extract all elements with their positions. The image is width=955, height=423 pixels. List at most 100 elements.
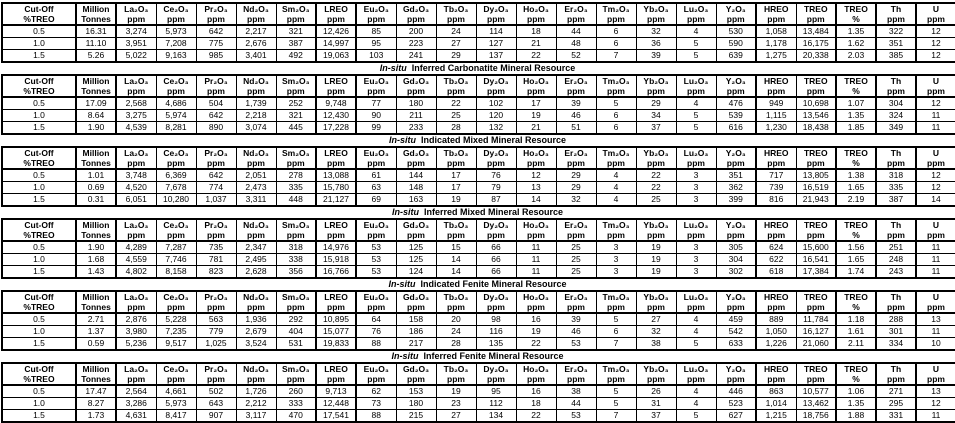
table-cell: 11: [515, 240, 557, 254]
column-header-unit: ppm: [447, 158, 465, 168]
column-header-unit: ppm: [407, 230, 425, 240]
table-cell: 260: [275, 384, 317, 398]
column-header-name: Tb₂O₃: [443, 148, 469, 158]
table-cell: 16,175: [795, 37, 837, 50]
section-title-text: Indicated Mixed Mineral Resource: [420, 135, 567, 145]
table-cell: 5: [675, 37, 717, 50]
column-header-name: Gd₂O₃: [402, 4, 430, 14]
column-header: Gd₂O₃ ppm: [395, 290, 437, 314]
table-cell: 48: [555, 37, 597, 50]
table-cell: 14,997: [315, 37, 357, 50]
table-cell: 19: [435, 193, 477, 207]
table-cell: 19: [515, 109, 557, 122]
table-cell: 34: [635, 109, 677, 122]
table-cell: 1.74: [835, 265, 877, 279]
table-cell: 12: [915, 49, 955, 63]
column-header: TREO ppm: [795, 218, 837, 242]
table-cell: 351: [875, 37, 917, 50]
column-header-unit: ppm: [167, 374, 185, 384]
column-header: Sm₂O₃ ppm: [275, 218, 317, 242]
table-cell: 633: [715, 337, 757, 351]
table-cell: 5,022: [115, 49, 157, 63]
column-header-name: TREO: [803, 4, 828, 14]
column-header-name: Million: [82, 76, 110, 86]
column-header: Tb₂O₃ ppm: [435, 2, 477, 26]
column-header-name: Eu₂O₃: [363, 292, 389, 302]
column-header: Ho₂O₃ ppm: [515, 290, 557, 314]
table-cell: 642: [195, 168, 237, 182]
column-header-name: Pr₂O₃: [204, 76, 228, 86]
table-cell: 6,369: [155, 168, 197, 182]
resource-table-1: Cut-Off %TREO Million Tonnes La₂O₃ ppm Ce₂O₃ pp…: [1, 74, 955, 135]
table-cell: 66: [475, 265, 517, 279]
table-cell: 28: [435, 337, 477, 351]
table-cell: 29: [435, 49, 477, 63]
table-cell: 333: [275, 397, 317, 410]
column-header: Ho₂O₃ ppm: [515, 2, 557, 26]
table-cell: 1,215: [755, 409, 797, 423]
table-cell: 64: [355, 312, 397, 326]
column-header-unit: ppm: [487, 230, 505, 240]
table-cell: 3,311: [235, 193, 277, 207]
table-cell: 334: [875, 337, 917, 351]
table-cell: 890: [195, 121, 237, 135]
table-cell: 11,784: [795, 312, 837, 326]
column-header-unit: ppm: [567, 230, 585, 240]
table-cell: 180: [395, 96, 437, 110]
header-row: Cut-Off %TREO Million Tonnes La₂O₃ ppm Ce₂O₃ pp…: [1, 146, 955, 170]
table-cell: 12: [915, 168, 955, 182]
column-header-unit: ppm: [726, 158, 745, 168]
header-row: Cut-Off %TREO Million Tonnes La₂O₃ ppm Ce₂O₃ pp…: [1, 362, 955, 386]
table-cell: 385: [875, 49, 917, 63]
column-header-unit: ppm: [887, 302, 905, 312]
table-cell: 335: [875, 181, 917, 194]
column-header-unit: ppm: [286, 230, 305, 240]
table-cell: 112: [475, 397, 517, 410]
column-header-unit: ppm: [487, 302, 505, 312]
table-cell: 779: [195, 325, 237, 338]
column-header-unit: ppm: [647, 230, 665, 240]
column-header-unit: ppm: [647, 158, 665, 168]
table-cell: 907: [195, 409, 237, 423]
table-cell: 73: [355, 397, 397, 410]
resource-table-4: Cut-Off %TREO Million Tonnes La₂O₃ ppm Ce₂O₃ pp…: [1, 290, 955, 351]
column-header: Gd₂O₃ ppm: [395, 2, 437, 26]
table-cell: 135: [475, 337, 517, 351]
column-header-name: Dy₂O₃: [483, 364, 509, 374]
column-header-name: Sm₂O₃: [281, 220, 310, 230]
column-header-name: U: [932, 148, 940, 158]
table-cell: 1.35: [835, 397, 877, 410]
table-cell: 504: [195, 96, 237, 110]
table-cell: 12: [915, 24, 955, 38]
table-cell: 25: [555, 240, 597, 254]
column-header-name: Er₂O₃: [564, 76, 588, 86]
table-cell: 642: [195, 109, 237, 122]
column-header: La₂O₃ ppm: [115, 2, 157, 26]
table-cell: 134: [475, 409, 517, 423]
table-cell: 19: [635, 253, 677, 266]
column-header-name: Pr₂O₃: [204, 148, 228, 158]
column-header: Er₂O₃ ppm: [555, 218, 597, 242]
column-header-name: Eu₂O₃: [363, 148, 389, 158]
table-cell: 476: [715, 96, 757, 110]
table-cell: 7,208: [155, 37, 197, 50]
column-header: Eu₂O₃ ppm: [355, 74, 397, 98]
table-cell: 302: [715, 265, 757, 279]
column-header-unit: ppm: [567, 86, 585, 96]
table-cell: 1,275: [755, 49, 797, 63]
table-cell: 5,974: [155, 109, 197, 122]
table-cell: 9,748: [315, 96, 357, 110]
column-header-unit: ppm: [367, 374, 386, 384]
column-header-unit: Tonnes: [81, 302, 111, 312]
table-cell: 8,281: [155, 121, 197, 135]
table-cell: 95: [355, 37, 397, 50]
column-header-name: Gd₂O₃: [402, 148, 430, 158]
column-header-unit: ppm: [167, 158, 185, 168]
table-cell: 7: [595, 409, 637, 423]
column-header: Yb₂O₃ ppm: [635, 218, 677, 242]
table-cell: 5: [595, 384, 637, 398]
column-header-name: Gd₂O₃: [402, 292, 430, 302]
table-row: 1.0 1.37 3,980 7,235 779 2,679 404 15,077 76 186 2…: [1, 325, 955, 338]
column-header-name: Th: [890, 220, 902, 230]
